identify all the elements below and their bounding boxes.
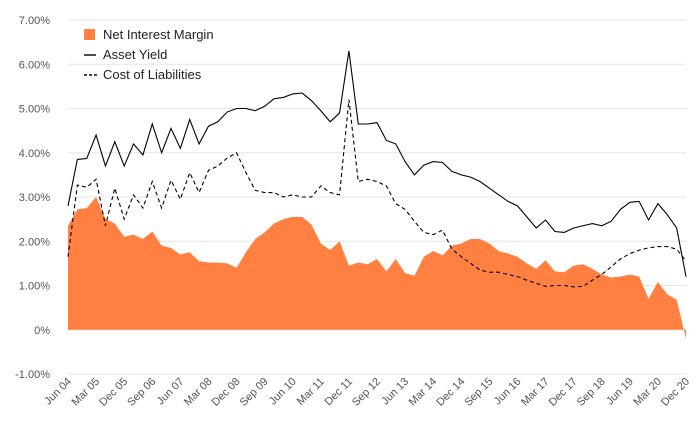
y-tick-label: -1.00% <box>15 369 50 381</box>
y-tick-label: 3.00% <box>19 192 50 204</box>
x-tick-label: Mar 20 <box>631 376 664 409</box>
x-tick-label: Jun 19 <box>604 376 636 408</box>
area-layer <box>68 197 686 339</box>
y-tick-label: 6.00% <box>19 59 50 71</box>
x-tick-label: Sep 12 <box>350 376 383 409</box>
legend: Net Interest Margin Asset Yield Cost of Li… <box>84 27 214 82</box>
x-tick-label: Sep 09 <box>238 376 271 409</box>
x-tick-label: Jun 13 <box>379 376 411 408</box>
x-tick-label: Mar 11 <box>295 376 327 408</box>
x-tick-label: Jun 10 <box>267 376 299 408</box>
legend-label-net-interest-margin: Net Interest Margin <box>103 27 214 42</box>
legend-label-cost-of-liabilities: Cost of Liabilities <box>103 67 202 82</box>
x-tick-label: Mar 17 <box>519 376 552 409</box>
legend-label-asset-yield: Asset Yield <box>103 47 167 62</box>
x-tick-label: Sep 15 <box>462 376 495 409</box>
x-tick-label: Jun 07 <box>155 376 187 408</box>
line-layer <box>67 50 687 288</box>
x-tick-label: Dec 14 <box>434 376 467 409</box>
series-asset-yield-line <box>67 50 687 277</box>
y-tick-label: 4.00% <box>19 148 50 160</box>
y-tick-label: 1.00% <box>19 281 50 293</box>
legend-swatch-net-interest-margin <box>84 29 95 40</box>
x-tick-label: Dec 11 <box>322 376 355 409</box>
y-tick-label: 5.00% <box>19 104 50 116</box>
y-tick-label: 7.00% <box>19 15 50 27</box>
x-tick-label: Mar 05 <box>70 376 103 409</box>
series-net-interest-margin-area <box>68 197 686 339</box>
x-tick-label: Dec 08 <box>210 376 243 409</box>
x-tick-label: Mar 14 <box>407 376 440 409</box>
x-tick-label: Dec 05 <box>97 376 130 409</box>
x-tick-label: Dec 17 <box>547 376 580 409</box>
x-tick-label: Sep 18 <box>575 376 608 409</box>
x-tick-label: Dec 20 <box>659 376 692 409</box>
y-tick-label: 2.00% <box>19 236 50 248</box>
x-tick-label: Mar 08 <box>182 376 215 409</box>
x-tick-label: Jun 16 <box>492 376 524 408</box>
y-tick-label: 0% <box>34 325 50 337</box>
x-tick-label: Sep 06 <box>125 376 158 409</box>
